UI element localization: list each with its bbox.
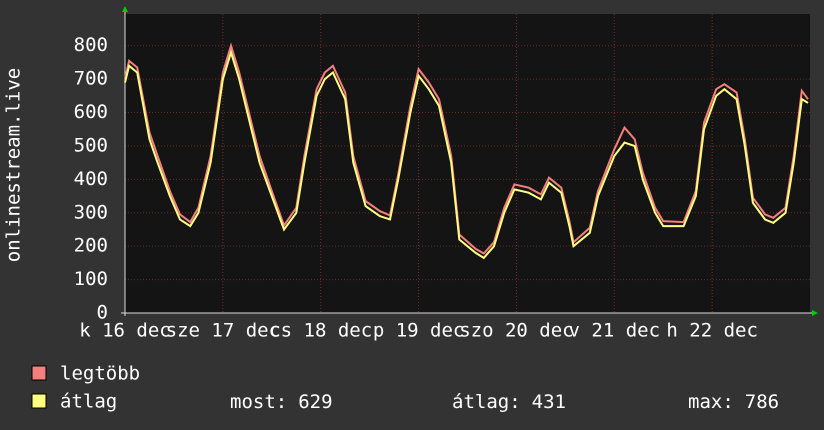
legend-swatch — [31, 393, 47, 409]
stat-label: átlag: — [452, 391, 521, 413]
stat: max: 786 — [688, 391, 779, 413]
y-tick-label: 100 — [74, 268, 108, 290]
y-axis-label: onlinestream.live — [3, 68, 25, 262]
x-tick-label: cs 18 dec — [269, 320, 372, 342]
y-tick-label: 0 — [97, 302, 108, 324]
stat-label: max: — [688, 391, 734, 413]
x-tick-label: k 16 dec — [79, 320, 171, 342]
legend-label: átlag — [60, 391, 117, 413]
plot-area — [125, 14, 810, 313]
stat: most: 629 — [230, 391, 333, 413]
stat-label: most: — [230, 391, 287, 413]
stat-value: 431 — [532, 391, 566, 413]
y-tick-label: 800 — [74, 34, 108, 56]
y-tick-label: 600 — [74, 101, 108, 123]
axis-arrow — [812, 310, 818, 316]
y-tick-label: 500 — [74, 134, 108, 156]
series-line — [124, 48, 809, 260]
axis-arrow — [122, 6, 128, 12]
legend-label: legtöbb — [60, 363, 140, 385]
x-tick-label: h 22 dec — [666, 320, 758, 342]
x-tick-label: sze 17 dec — [166, 320, 280, 342]
x-tick-label: p 19 dec — [373, 320, 465, 342]
y-tick-label: 300 — [74, 201, 108, 223]
y-tick-label: 200 — [74, 235, 108, 257]
stat: átlag: 431 — [452, 391, 566, 413]
stat-value: 629 — [298, 391, 332, 413]
stat-value: 786 — [745, 391, 779, 413]
x-tick-label: szo 20 dec — [459, 320, 573, 342]
y-tick-label: 400 — [74, 168, 108, 190]
legend-swatch — [31, 365, 47, 381]
y-tick-label: 700 — [74, 68, 108, 90]
x-tick-label: v 21 dec — [569, 320, 661, 342]
